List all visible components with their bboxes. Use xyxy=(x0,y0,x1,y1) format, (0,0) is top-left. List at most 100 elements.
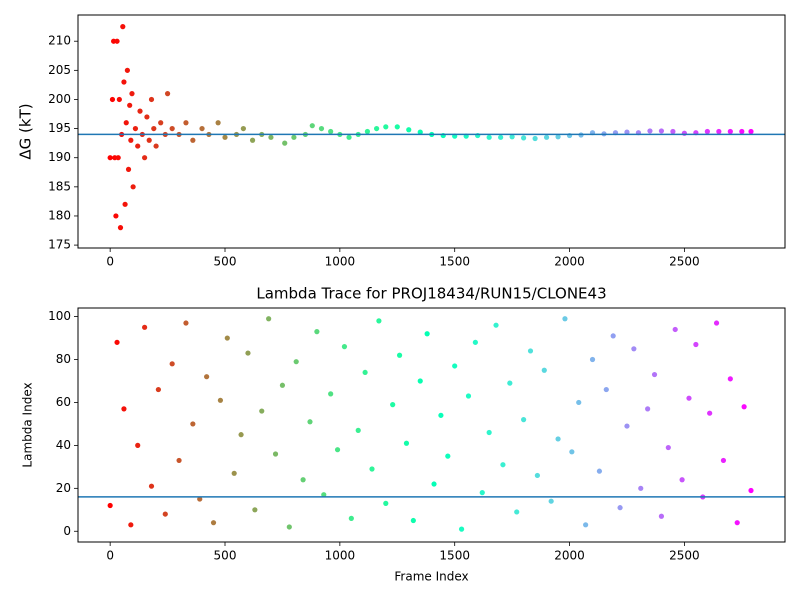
point xyxy=(541,367,547,373)
y-tick-label: 80 xyxy=(56,352,71,366)
point xyxy=(465,393,472,399)
point xyxy=(417,378,423,384)
point xyxy=(309,123,315,129)
point xyxy=(272,451,279,457)
point xyxy=(334,447,341,453)
point xyxy=(162,511,168,517)
y-tick-label: 195 xyxy=(48,121,71,135)
point xyxy=(686,395,692,401)
point xyxy=(252,507,258,513)
point xyxy=(617,505,623,511)
point xyxy=(107,502,113,509)
point xyxy=(114,339,120,345)
point xyxy=(123,120,129,126)
point xyxy=(727,128,733,135)
point xyxy=(739,128,745,135)
point xyxy=(679,477,685,483)
point xyxy=(286,524,292,530)
point xyxy=(355,427,361,433)
point xyxy=(158,120,164,126)
point xyxy=(493,322,499,328)
point xyxy=(113,213,119,219)
point xyxy=(116,96,122,103)
point xyxy=(500,462,506,468)
point xyxy=(190,137,196,143)
point xyxy=(130,184,136,190)
point xyxy=(346,134,352,140)
point xyxy=(624,129,630,135)
point xyxy=(259,408,265,414)
y-axis-label: ΔG (kT) xyxy=(17,103,35,159)
x-tick-label: 500 xyxy=(214,549,237,563)
point xyxy=(507,380,513,386)
point xyxy=(291,134,297,140)
point xyxy=(121,406,127,412)
point xyxy=(128,137,134,143)
x-axis-label: Frame Index xyxy=(394,570,468,584)
point xyxy=(396,352,403,358)
point xyxy=(610,333,616,339)
point xyxy=(555,134,561,140)
point xyxy=(222,134,228,140)
point xyxy=(704,128,710,135)
point xyxy=(479,490,485,496)
point xyxy=(658,128,665,134)
point xyxy=(651,371,658,378)
point xyxy=(424,331,430,337)
point xyxy=(658,513,665,519)
point xyxy=(727,376,733,382)
point xyxy=(458,526,465,532)
y-tick-label: 190 xyxy=(48,150,71,164)
y-axis-label: Lambda Index xyxy=(21,382,35,467)
x-tick-label: 1000 xyxy=(325,255,356,269)
point xyxy=(279,382,286,388)
point xyxy=(562,316,568,322)
point xyxy=(137,108,143,114)
point xyxy=(210,520,217,526)
point xyxy=(142,324,148,330)
point xyxy=(122,201,128,207)
x-tick-label: 500 xyxy=(214,255,237,269)
point xyxy=(224,335,230,341)
point xyxy=(176,457,182,464)
point xyxy=(376,318,382,324)
point xyxy=(127,102,133,108)
point xyxy=(486,429,492,436)
point xyxy=(693,341,699,348)
point xyxy=(199,125,205,132)
axes-frame xyxy=(77,14,786,249)
point xyxy=(190,421,196,427)
axes-frame xyxy=(77,307,786,543)
point xyxy=(293,359,299,365)
point xyxy=(498,134,504,140)
point xyxy=(589,356,596,363)
point xyxy=(215,120,221,126)
point xyxy=(128,522,134,528)
point xyxy=(720,457,727,464)
point xyxy=(268,134,274,140)
point xyxy=(374,125,380,132)
point xyxy=(144,114,150,120)
point xyxy=(109,96,116,103)
point xyxy=(555,436,561,442)
point xyxy=(362,369,368,376)
point xyxy=(707,410,713,416)
y-tick-label: 200 xyxy=(48,92,71,106)
y-tick-label: 100 xyxy=(48,309,71,323)
point xyxy=(231,470,237,476)
point xyxy=(548,498,554,504)
point xyxy=(204,374,210,380)
point xyxy=(146,137,152,143)
point xyxy=(369,466,375,472)
point xyxy=(328,128,334,135)
point xyxy=(114,38,120,44)
point xyxy=(314,329,320,335)
point xyxy=(164,91,171,97)
point xyxy=(217,397,224,403)
point xyxy=(197,496,203,502)
point xyxy=(406,127,412,133)
point xyxy=(748,487,754,494)
point xyxy=(318,125,325,132)
point xyxy=(665,444,671,451)
